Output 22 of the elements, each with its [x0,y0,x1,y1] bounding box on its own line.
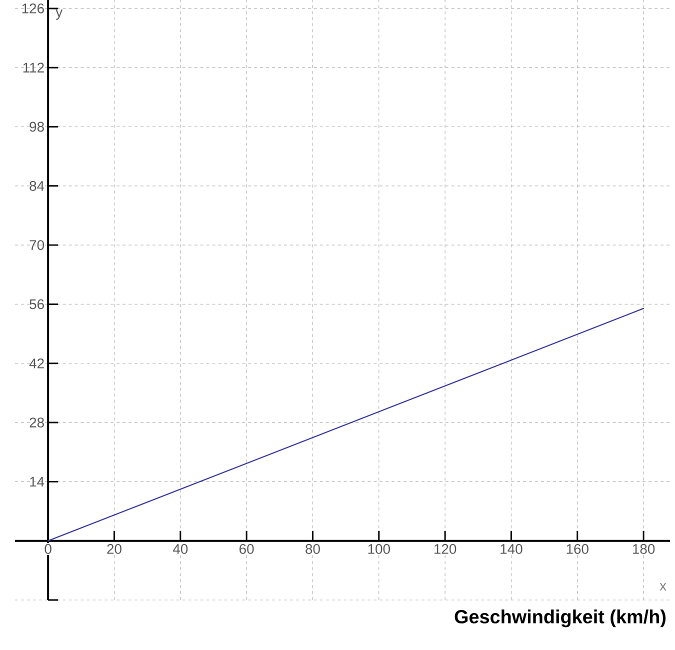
x-tick-label: 100 [368,544,390,554]
y-tick-label: 98 [30,122,44,132]
x-axis-title: Geschwindigkeit (km/h) [454,610,666,628]
y-tick-label: 28 [30,418,44,428]
x-tick-label: 160 [566,544,588,554]
y-tick-label: 42 [29,358,44,368]
x-tick-label: 180 [632,544,655,554]
y-tick-label: 14 [30,476,44,486]
annotation: x [660,583,666,590]
x-tick-label: 60 [240,544,254,554]
x-tick-label: 0 [44,544,52,554]
x-tick-label: 20 [107,544,122,554]
y-tick-label: 126 [22,3,44,14]
y-axis-title: y [56,10,63,20]
y-tick-label: 70 [30,240,44,250]
x-tick-label: 80 [306,544,320,554]
x-tick-label: 140 [500,544,522,554]
y-tick-label: 84 [30,180,44,191]
x-tick-label: 120 [434,544,456,554]
y-tick-label: 56 [30,299,44,310]
y-tick-label: 112 [23,62,44,72]
x-tick-label: 40 [172,544,188,554]
